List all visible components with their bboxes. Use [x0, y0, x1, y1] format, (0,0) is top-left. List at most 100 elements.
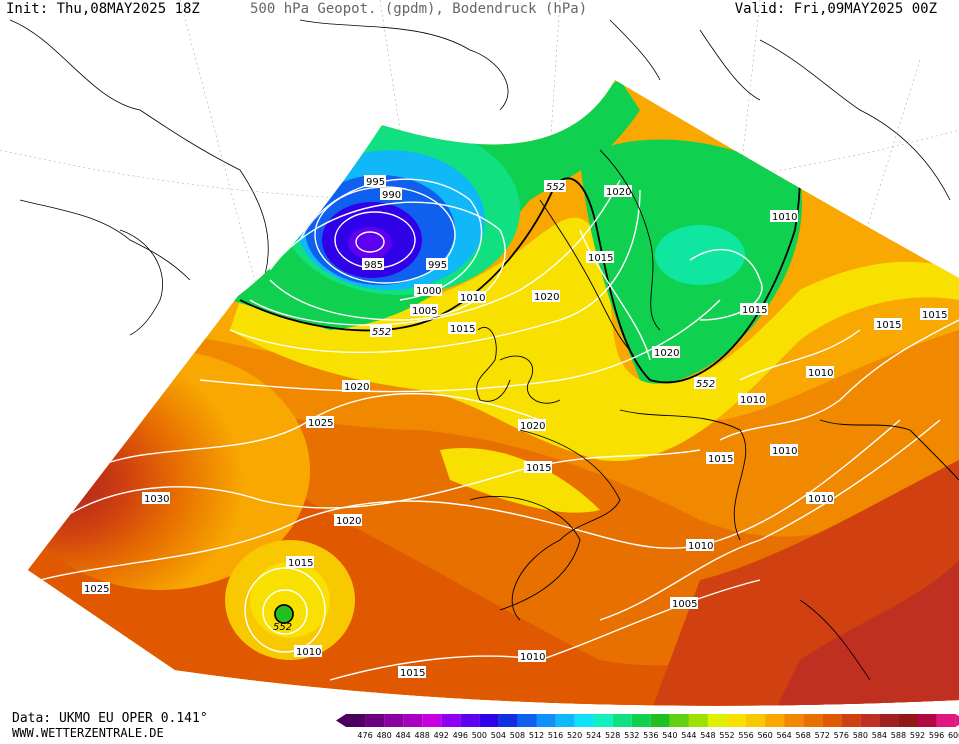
legend-tick-label: 520 — [567, 731, 582, 740]
legend-swatch — [669, 714, 689, 727]
svg-text:1000: 1000 — [416, 286, 441, 297]
isobar-label: 1020 — [532, 290, 560, 303]
legend-swatch — [517, 714, 537, 727]
isobar-label: 985 — [362, 258, 384, 271]
svg-text:1015: 1015 — [526, 463, 551, 474]
legend-swatch — [555, 714, 575, 727]
svg-text:1015: 1015 — [922, 310, 947, 321]
svg-text:1010: 1010 — [740, 395, 765, 406]
legend-tick-label: 484 — [396, 731, 411, 740]
isobar-label: 1010 — [686, 539, 714, 552]
contour-552 — [239, 174, 801, 624]
legend-swatch — [422, 714, 442, 727]
isobar-label: 1015 — [920, 308, 948, 321]
svg-text:1010: 1010 — [808, 368, 833, 379]
svg-text:1010: 1010 — [460, 293, 485, 304]
legend-swatch — [822, 714, 842, 727]
isobar-label: 1010 — [294, 645, 322, 658]
site-url: WWW.WETTERZENTRALE.DE — [12, 726, 164, 740]
valid-time: Valid: Fri,09MAY2025 00Z — [734, 1, 937, 17]
legend-tick-label: 480 — [376, 731, 391, 740]
legend-tick-label: 544 — [681, 731, 696, 740]
isobar-labels: 995 990 985 995 1000 1005 552 1010 1015 … — [82, 175, 948, 679]
legend-swatch — [460, 714, 480, 727]
isobar-label: 1010 — [770, 210, 798, 223]
legend-swatch — [365, 714, 385, 727]
svg-text:552: 552 — [273, 622, 292, 633]
legend-tick-label: 536 — [643, 731, 658, 740]
isobar-label: 552 — [370, 325, 392, 338]
legend-swatch — [860, 714, 880, 727]
legend-tick-label: 580 — [853, 731, 868, 740]
svg-text:1020: 1020 — [534, 292, 559, 303]
svg-text:1015: 1015 — [288, 558, 313, 569]
isobar-label: 1000 — [414, 284, 442, 297]
legend-arrow-left — [336, 714, 346, 727]
isobar-label: 1015 — [706, 452, 734, 465]
svg-text:1015: 1015 — [588, 253, 613, 264]
header: Init: Thu,08MAY2025 18Z 500 hPa Geopot. … — [0, 0, 959, 20]
isobar-label: 990 — [380, 188, 402, 201]
isobar-label: 552 — [544, 180, 566, 193]
legend-tick-label: 540 — [662, 731, 677, 740]
legend-swatch — [384, 714, 404, 727]
svg-text:1020: 1020 — [336, 516, 361, 527]
isobar-label: 1015 — [398, 666, 426, 679]
legend-swatch — [803, 714, 823, 727]
graticule — [0, 0, 959, 301]
svg-text:1020: 1020 — [606, 187, 631, 198]
svg-text:1020: 1020 — [520, 421, 545, 432]
legend-swatch — [746, 714, 766, 727]
isobar-label: 1020 — [334, 514, 362, 527]
legend-swatch — [536, 714, 556, 727]
legend-tick-label: 528 — [605, 731, 620, 740]
legend-swatch — [688, 714, 708, 727]
svg-text:1020: 1020 — [344, 382, 369, 393]
svg-text:985: 985 — [364, 260, 383, 271]
legend-tick-label: 568 — [796, 731, 811, 740]
isobar-label: 1005 — [670, 597, 698, 610]
isobar-label: 1010 — [770, 444, 798, 457]
legend-tick-label: 488 — [415, 731, 430, 740]
legend-swatch — [707, 714, 727, 727]
legend-tick-label: 576 — [834, 731, 849, 740]
svg-text:1020: 1020 — [654, 348, 679, 359]
legend-tick-label: 564 — [777, 731, 792, 740]
isobar-label: 1020 — [652, 346, 680, 359]
map-title: 500 hPa Geopot. (gpdm), Bodendruck (hPa) — [250, 1, 588, 17]
legend-swatch — [879, 714, 899, 727]
isobar-label: 1010 — [738, 393, 766, 406]
init-time: Init: Thu,08MAY2025 18Z — [6, 1, 200, 17]
svg-text:1005: 1005 — [412, 306, 437, 317]
legend-tick-label: 548 — [700, 731, 715, 740]
svg-text:1010: 1010 — [808, 494, 833, 505]
legend-swatch — [574, 714, 594, 727]
legend-swatch — [498, 714, 518, 727]
isobar-label: 1020 — [518, 419, 546, 432]
isobar-label: 1010 — [806, 492, 834, 505]
legend-tick-label: 556 — [738, 731, 753, 740]
legend-swatch — [727, 714, 747, 727]
isobar-label: 995 — [426, 258, 448, 271]
legend-tick-label: 588 — [891, 731, 906, 740]
legend-tick-label: 496 — [453, 731, 468, 740]
isobar-label: 1010 — [806, 366, 834, 379]
isobar-label: 1015 — [586, 251, 614, 264]
svg-text:1025: 1025 — [84, 584, 109, 595]
svg-text:1010: 1010 — [520, 652, 545, 663]
isobar-label: 1005 — [410, 304, 438, 317]
legend-swatch — [650, 714, 670, 727]
legend-tick-label: 532 — [624, 731, 639, 740]
legend-swatch — [936, 714, 956, 727]
svg-text:1015: 1015 — [400, 668, 425, 679]
svg-text:1025: 1025 — [308, 418, 333, 429]
legend-swatch — [403, 714, 423, 727]
svg-text:1010: 1010 — [296, 647, 321, 658]
coastlines — [469, 149, 959, 681]
legend-tick-label: 600 — [948, 731, 959, 740]
legend-swatch — [593, 714, 613, 727]
legend-tick-label: 524 — [586, 731, 601, 740]
isobar-label: 1015 — [874, 318, 902, 331]
isobar-label: 1025 — [306, 416, 334, 429]
